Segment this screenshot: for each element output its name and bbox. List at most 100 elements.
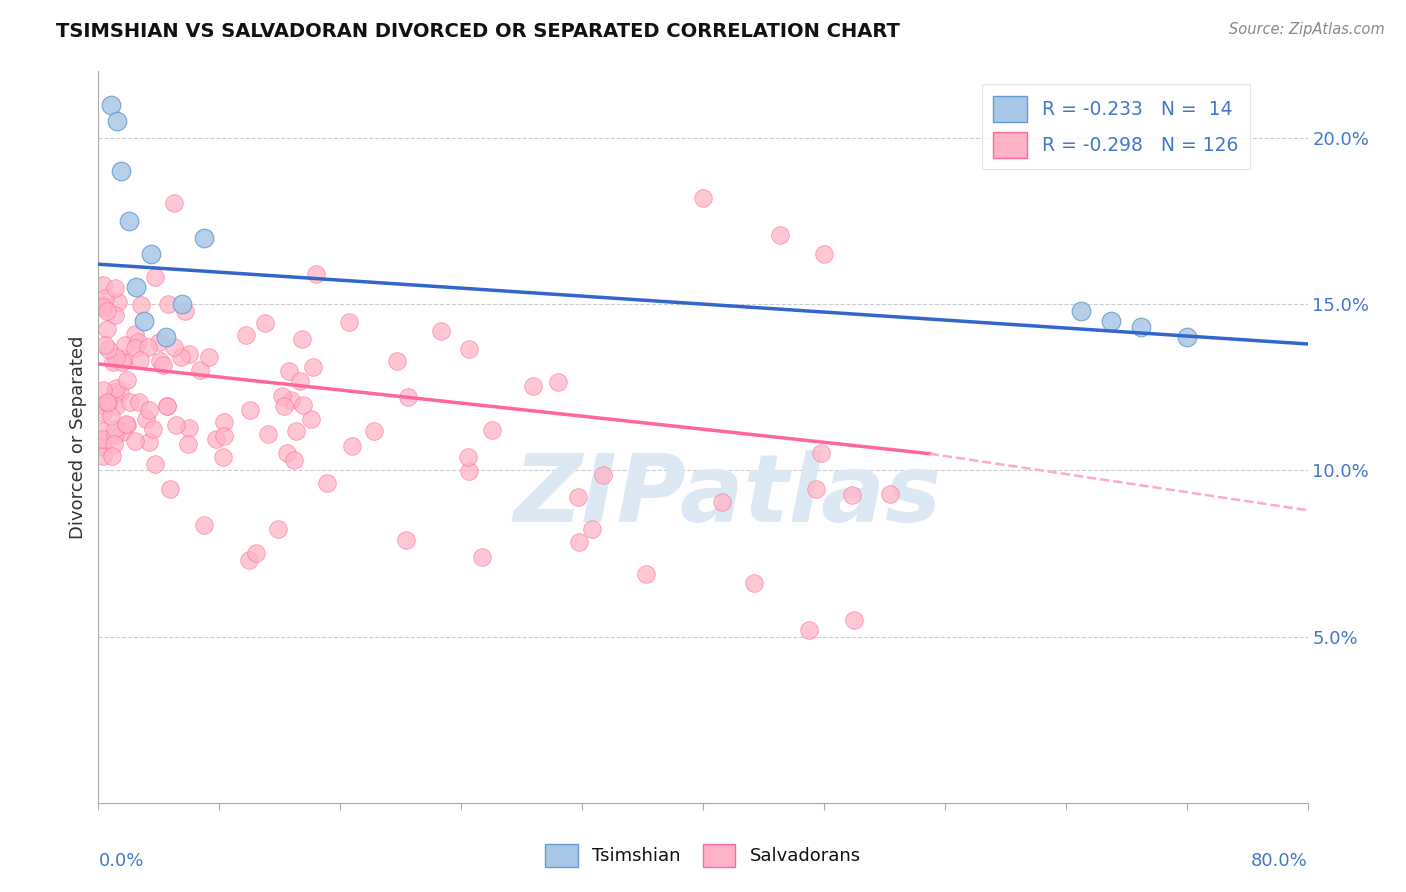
Point: [117, 373, 139, 387]
Point: [143, 269, 166, 284]
Point: [135, 412, 157, 426]
Point: [105, 114, 128, 128]
Point: [547, 375, 569, 389]
Point: [97, 342, 120, 356]
Point: [177, 437, 200, 451]
Point: [481, 423, 503, 437]
Point: [104, 428, 127, 442]
Point: [108, 386, 131, 401]
Point: [91, 440, 114, 454]
Point: [634, 566, 657, 581]
Point: [301, 359, 323, 374]
Point: [103, 355, 125, 369]
Point: [291, 398, 314, 412]
Point: [142, 422, 165, 436]
Point: [100, 409, 122, 423]
Point: [125, 280, 148, 294]
Point: [471, 550, 494, 565]
Point: [91, 398, 114, 412]
Point: [284, 424, 307, 438]
Point: [104, 422, 127, 436]
Point: [124, 341, 146, 355]
Point: [212, 450, 235, 465]
Point: [111, 355, 134, 369]
Point: [104, 281, 127, 295]
Y-axis label: Divorced or Separated: Divorced or Separated: [69, 335, 87, 539]
Point: [91, 425, 114, 439]
Point: [156, 399, 179, 413]
Point: [138, 435, 160, 450]
Point: [101, 449, 124, 463]
Point: [91, 406, 114, 420]
Legend: Tsimshian, Salvadorans: Tsimshian, Salvadorans: [538, 837, 868, 874]
Point: [337, 315, 360, 329]
Point: [278, 363, 301, 377]
Point: [844, 613, 866, 627]
Point: [104, 399, 127, 413]
Point: [879, 487, 901, 501]
Point: [238, 553, 260, 567]
Point: [143, 457, 166, 471]
Point: [567, 490, 589, 504]
Point: [115, 418, 138, 433]
Point: [768, 227, 790, 242]
Point: [291, 332, 314, 346]
Point: [104, 384, 127, 399]
Point: [159, 482, 181, 496]
Point: [396, 390, 419, 404]
Point: [91, 300, 114, 314]
Point: [267, 522, 290, 536]
Point: [710, 495, 733, 509]
Point: [111, 425, 134, 439]
Point: [239, 403, 262, 417]
Point: [205, 432, 228, 446]
Text: ZIPatlas: ZIPatlas: [513, 450, 941, 541]
Point: [96, 322, 118, 336]
Point: [124, 326, 146, 341]
Point: [163, 195, 186, 210]
Point: [188, 363, 211, 377]
Point: [193, 517, 215, 532]
Point: [235, 327, 257, 342]
Point: [124, 434, 146, 448]
Point: [91, 432, 114, 446]
Point: [91, 278, 114, 293]
Point: [340, 439, 363, 453]
Point: [156, 400, 179, 414]
Text: 0.0%: 0.0%: [98, 852, 143, 870]
Point: [132, 314, 155, 328]
Point: [110, 164, 132, 178]
Point: [105, 381, 128, 395]
Point: [170, 297, 193, 311]
Point: [118, 394, 141, 409]
Point: [177, 421, 200, 435]
Point: [148, 334, 170, 349]
Point: [385, 353, 408, 368]
Point: [813, 247, 835, 261]
Point: [129, 353, 152, 368]
Point: [165, 418, 187, 433]
Point: [149, 354, 172, 368]
Point: [114, 338, 136, 352]
Point: [141, 247, 163, 261]
Point: [112, 352, 135, 367]
Point: [115, 417, 138, 432]
Point: [315, 475, 337, 490]
Point: [522, 379, 544, 393]
Point: [363, 424, 385, 438]
Point: [804, 482, 827, 496]
Point: [692, 191, 714, 205]
Point: [568, 534, 591, 549]
Text: 80.0%: 80.0%: [1251, 852, 1308, 870]
Point: [179, 347, 201, 361]
Point: [100, 97, 122, 112]
Text: Source: ZipAtlas.com: Source: ZipAtlas.com: [1229, 22, 1385, 37]
Point: [283, 453, 305, 467]
Point: [198, 350, 221, 364]
Point: [104, 308, 127, 322]
Point: [1130, 320, 1153, 334]
Point: [131, 298, 153, 312]
Point: [457, 450, 479, 465]
Text: TSIMSHIAN VS SALVADORAN DIVORCED OR SEPARATED CORRELATION CHART: TSIMSHIAN VS SALVADORAN DIVORCED OR SEPA…: [56, 22, 900, 41]
Point: [212, 429, 235, 443]
